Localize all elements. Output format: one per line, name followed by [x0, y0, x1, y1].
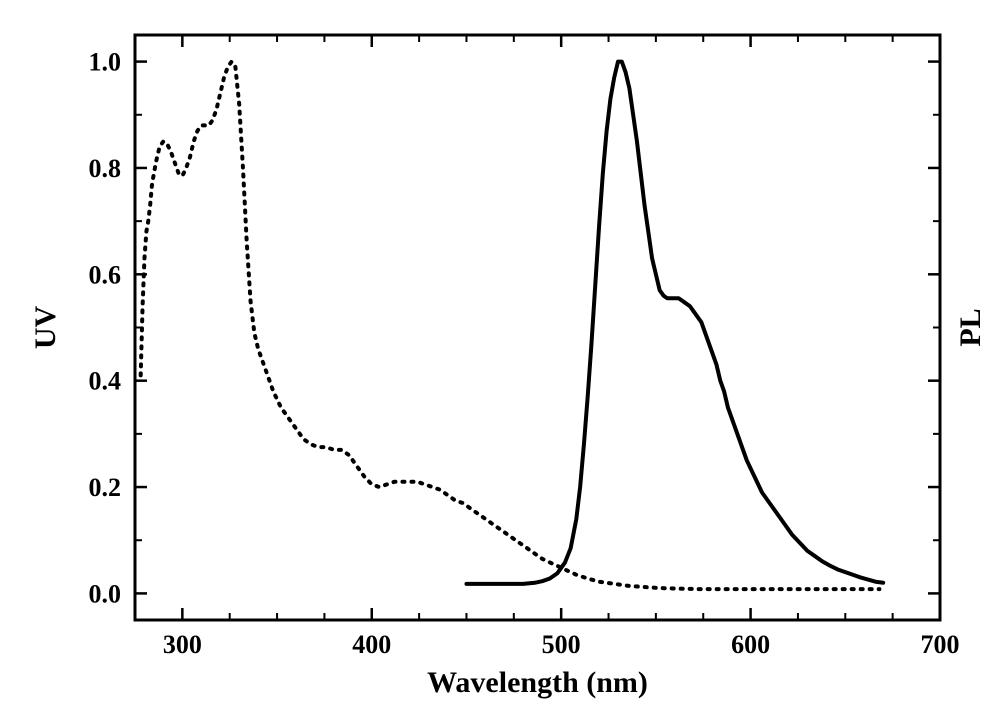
- y-left-label: UV: [29, 306, 62, 350]
- y-right-label: PL: [954, 308, 987, 346]
- svg-text:500: 500: [542, 630, 581, 659]
- svg-text:600: 600: [731, 630, 770, 659]
- svg-text:0.4: 0.4: [89, 367, 122, 396]
- spectrum-chart: 300 400 500 600 700 Wavelength (nm) 0.0 0.2 0.4 0…: [0, 0, 1000, 720]
- svg-text:700: 700: [921, 630, 960, 659]
- svg-text:0.8: 0.8: [89, 154, 122, 183]
- svg-text:300: 300: [163, 630, 202, 659]
- svg-text:0.2: 0.2: [89, 473, 122, 502]
- svg-text:1.0: 1.0: [89, 48, 122, 77]
- svg-text:0.6: 0.6: [89, 260, 122, 289]
- svg-text:0.0: 0.0: [89, 579, 122, 608]
- chart-svg: 300 400 500 600 700 Wavelength (nm) 0.0 0.2 0.4 0…: [0, 0, 1000, 720]
- x-axis-label: Wavelength (nm): [427, 666, 648, 699]
- svg-text:400: 400: [352, 630, 391, 659]
